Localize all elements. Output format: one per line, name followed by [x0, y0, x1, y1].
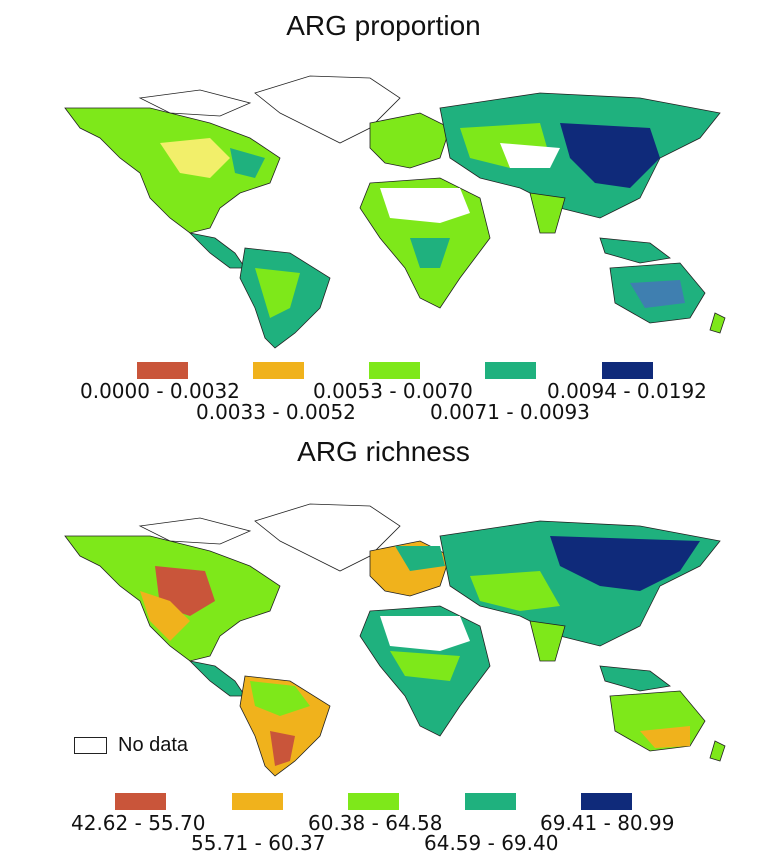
arctic-islands-outline: [138, 89, 252, 117]
sahara-nodata: [380, 616, 470, 651]
central-america-land: [188, 660, 246, 697]
legend-swatch-2: [253, 362, 304, 379]
nodata-label: No data: [118, 734, 189, 756]
legend2-swatch-3: [348, 793, 399, 810]
legend2-label-4: 64.59 - 69.40: [424, 831, 559, 855]
legend-swatch-1: [137, 362, 188, 379]
legend2-swatch-2: [232, 793, 283, 810]
north-america-land: [64, 107, 281, 234]
legend2-swatch-1: [115, 793, 166, 810]
australia-orange: [640, 726, 690, 748]
asia-navy: [550, 536, 700, 591]
south-america-red: [270, 731, 295, 766]
legend2-label-5: 69.41 - 80.99: [540, 811, 675, 835]
map-title-proportion: ARG proportion: [286, 10, 481, 41]
india-land: [529, 620, 566, 662]
legend-swatch-4: [485, 362, 536, 379]
legend-swatch-5: [602, 362, 653, 379]
legend2-label-1: 42.62 - 55.70: [71, 811, 206, 835]
india-land: [529, 192, 566, 234]
europe-teal: [395, 546, 445, 571]
arctic-islands-outline: [138, 517, 252, 545]
south-america-green: [255, 268, 300, 318]
legend2-label-3: 60.38 - 64.58: [308, 811, 443, 835]
south-america-green: [250, 681, 310, 716]
asia-green: [470, 571, 560, 611]
legend-swatch-3: [369, 362, 420, 379]
australia-steel: [630, 280, 685, 308]
new-zealand-land: [709, 312, 726, 334]
map-title-richness: ARG richness: [297, 436, 470, 467]
legend-label-1: 0.0000 - 0.0032: [80, 379, 240, 403]
africa-green: [390, 651, 460, 681]
sahara-nodata: [380, 188, 470, 223]
north-america-orange: [140, 591, 190, 641]
legend2-swatch-4: [465, 793, 516, 810]
se-asia-islands: [599, 237, 671, 264]
se-asia-islands: [599, 665, 671, 692]
north-america-yellow: [160, 138, 230, 178]
legend-label-5: 0.0094 - 0.0192: [547, 379, 707, 403]
world-map-richness: [64, 503, 726, 777]
europe-land: [369, 112, 451, 169]
asia-nodata: [500, 143, 560, 168]
legend-label-4: 0.0071 - 0.0093: [430, 400, 590, 424]
africa-teal: [410, 238, 450, 268]
north-america-teal: [230, 148, 265, 178]
nodata-swatch: [74, 737, 107, 754]
legend-label-2: 0.0033 - 0.0052: [196, 400, 356, 424]
legend2-label-2: 55.71 - 60.37: [191, 831, 326, 855]
asia-navy: [560, 123, 660, 188]
legend2-swatch-5: [581, 793, 632, 810]
new-zealand-land: [709, 740, 726, 762]
world-map-proportion: [64, 75, 726, 349]
central-america-land: [188, 232, 246, 269]
legend-label-3: 0.0053 - 0.0070: [313, 379, 473, 403]
